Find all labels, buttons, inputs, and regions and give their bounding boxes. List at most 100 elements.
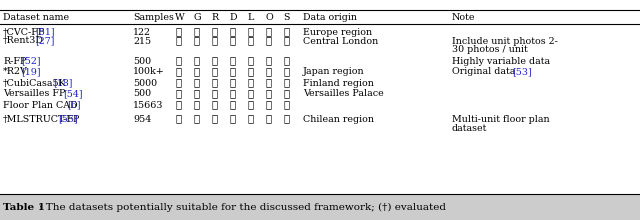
Text: ✗: ✗ — [266, 57, 272, 66]
Text: Note: Note — [452, 13, 476, 22]
Text: ✓: ✓ — [212, 79, 218, 88]
Text: ✗: ✗ — [194, 114, 200, 123]
Text: Versailles FP: Versailles FP — [3, 90, 65, 99]
Text: ✓: ✓ — [176, 114, 182, 123]
Text: ✗: ✗ — [248, 79, 254, 88]
Text: ✗: ✗ — [212, 101, 218, 110]
Text: Data origin: Data origin — [303, 13, 357, 22]
Text: †MLSTRUCT-FP: †MLSTRUCT-FP — [3, 114, 81, 123]
Text: †Rent3D: †Rent3D — [3, 37, 44, 46]
Text: ✓: ✓ — [230, 79, 236, 88]
Text: ✗: ✗ — [266, 37, 272, 46]
Text: ✗: ✗ — [194, 101, 200, 110]
Text: [54]: [54] — [63, 90, 83, 99]
Text: †CubiCasa5K: †CubiCasa5K — [3, 79, 67, 88]
Text: O: O — [265, 13, 273, 22]
Text: ✓: ✓ — [176, 68, 182, 77]
Text: †CVC-FP: †CVC-FP — [3, 28, 45, 37]
Text: L: L — [247, 13, 253, 22]
Text: [27]: [27] — [35, 37, 54, 46]
Text: [19]: [19] — [21, 68, 41, 77]
Text: ✗: ✗ — [284, 68, 290, 77]
Text: G: G — [193, 13, 200, 22]
Text: [51]: [51] — [35, 28, 55, 37]
Text: ✗: ✗ — [212, 37, 218, 46]
Text: ✗: ✗ — [284, 37, 290, 46]
Text: Highly variable data: Highly variable data — [452, 57, 550, 66]
Text: ✗: ✗ — [248, 28, 254, 37]
Text: ✗: ✗ — [194, 37, 200, 46]
Text: ✓: ✓ — [230, 101, 236, 110]
Text: ✗: ✗ — [230, 37, 236, 46]
Text: ✗: ✗ — [212, 68, 218, 77]
Text: ✗: ✗ — [266, 90, 272, 99]
Text: ✓: ✓ — [230, 68, 236, 77]
Text: ✗: ✗ — [230, 90, 236, 99]
Text: Dataset name: Dataset name — [3, 13, 69, 22]
Text: ✗: ✗ — [248, 114, 254, 123]
Text: [6]: [6] — [67, 101, 81, 110]
Text: 15663: 15663 — [133, 101, 163, 110]
Text: ✗: ✗ — [212, 28, 218, 37]
Text: [53]: [53] — [512, 68, 532, 77]
Text: Include unit photos 2-: Include unit photos 2- — [452, 37, 558, 46]
Text: ✗: ✗ — [194, 28, 200, 37]
Text: 500: 500 — [133, 90, 151, 99]
Text: Versailles Palace: Versailles Palace — [303, 90, 384, 99]
Text: ✓: ✓ — [176, 101, 182, 110]
Text: ✗: ✗ — [230, 114, 236, 123]
Text: ✓: ✓ — [176, 90, 182, 99]
Text: Japan region: Japan region — [303, 68, 365, 77]
Text: [52]: [52] — [21, 57, 41, 66]
Text: Samples: Samples — [133, 13, 174, 22]
Text: ✗: ✗ — [248, 57, 254, 66]
Text: ✗: ✗ — [230, 57, 236, 66]
Text: Floor Plan CAD: Floor Plan CAD — [3, 101, 77, 110]
Text: *R2V: *R2V — [3, 68, 28, 77]
Text: Chilean region: Chilean region — [303, 114, 374, 123]
Text: [18]: [18] — [54, 79, 73, 88]
Text: R: R — [211, 13, 218, 22]
Text: ✗: ✗ — [284, 57, 290, 66]
Text: Central London: Central London — [303, 37, 378, 46]
Text: Europe region: Europe region — [303, 28, 372, 37]
Text: ✓: ✓ — [176, 28, 182, 37]
Text: dataset: dataset — [452, 123, 488, 132]
Text: ✗: ✗ — [284, 28, 290, 37]
Text: ✗: ✗ — [266, 68, 272, 77]
Text: ✗: ✗ — [212, 57, 218, 66]
Text: Original data: Original data — [452, 68, 518, 77]
Text: 500: 500 — [133, 57, 151, 66]
Text: 122: 122 — [133, 28, 151, 37]
Text: ✓: ✓ — [176, 57, 182, 66]
Text: ✓: ✓ — [230, 28, 236, 37]
Text: ✓: ✓ — [266, 28, 272, 37]
Text: ✗: ✗ — [248, 37, 254, 46]
Text: ✓: ✓ — [266, 79, 272, 88]
Text: Finland region: Finland region — [303, 79, 374, 88]
Text: ✗: ✗ — [212, 114, 218, 123]
Text: W: W — [175, 13, 185, 22]
Text: ✗: ✗ — [284, 90, 290, 99]
Text: [55]: [55] — [58, 114, 78, 123]
Text: ✓: ✓ — [176, 79, 182, 88]
Text: Multi-unit floor plan: Multi-unit floor plan — [452, 114, 550, 123]
Text: 5000: 5000 — [133, 79, 157, 88]
Text: 215: 215 — [133, 37, 151, 46]
Text: ✗: ✗ — [248, 68, 254, 77]
Text: 30 photos / unit: 30 photos / unit — [452, 46, 528, 55]
Bar — [0, 194, 640, 220]
Text: ✗: ✗ — [194, 68, 200, 77]
Text: ✓: ✓ — [284, 101, 290, 110]
Text: ✗: ✗ — [266, 114, 272, 123]
Text: : The datasets potentially suitable for the discussed framework; (†) evaluated: : The datasets potentially suitable for … — [40, 202, 447, 212]
Text: Table 1: Table 1 — [3, 202, 45, 211]
Text: ✗: ✗ — [194, 90, 200, 99]
Text: ✗: ✗ — [194, 57, 200, 66]
Text: ✗: ✗ — [212, 90, 218, 99]
Text: ✓: ✓ — [176, 37, 182, 46]
Text: ✓: ✓ — [266, 101, 272, 110]
Text: D: D — [229, 13, 237, 22]
Text: ✓: ✓ — [284, 79, 290, 88]
Text: ✓: ✓ — [248, 101, 254, 110]
